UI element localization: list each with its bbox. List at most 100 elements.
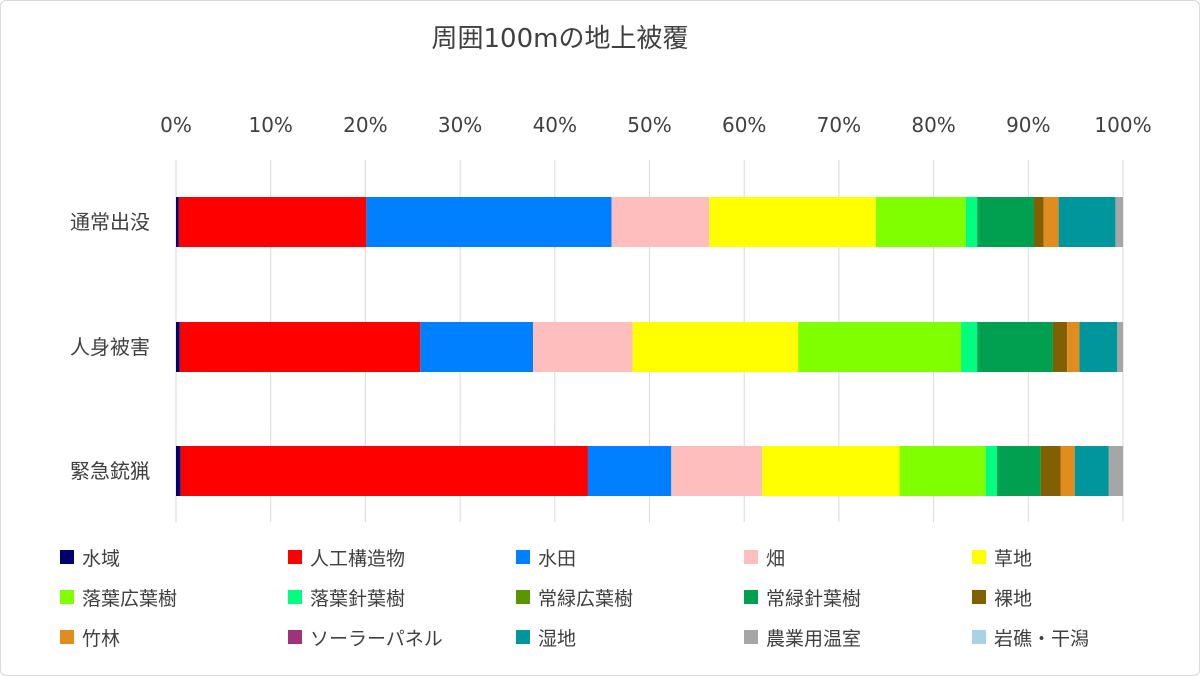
legend-label: 裸地	[994, 587, 1033, 610]
legend-swatch	[744, 590, 758, 604]
legend-swatch	[744, 630, 758, 644]
bar-segment	[977, 197, 1034, 247]
x-tick-label: 40%	[533, 113, 577, 137]
x-tick-label: 70%	[817, 113, 861, 137]
legend-item: 岩礁・干潟	[972, 622, 1200, 652]
x-tick-label: 80%	[911, 113, 955, 137]
legend-label: 水域	[82, 547, 121, 570]
bar-group	[176, 197, 1123, 247]
bar-segment	[178, 197, 367, 247]
legend-swatch	[972, 630, 986, 644]
x-axis-tick-labels: 0% 10% 20% 30% 40% 50% 60% 70% 80% 90% 100%	[160, 113, 1151, 137]
bar-segment	[985, 446, 998, 496]
x-tick-label: 10%	[248, 113, 292, 137]
legend-label: 岩礁・干潟	[994, 627, 1090, 650]
bar-segment	[176, 446, 181, 496]
legend-item: 草地	[972, 542, 1200, 572]
bar-segment	[1117, 322, 1123, 372]
bar-segment	[1058, 197, 1116, 247]
legend-swatch	[972, 550, 986, 564]
bar-segment	[1060, 446, 1075, 496]
bar-segment	[1067, 322, 1080, 372]
legend-item: 落葉広葉樹	[60, 582, 288, 612]
bar-segment	[1108, 446, 1123, 496]
legend-label: 常緑広葉樹	[538, 587, 634, 610]
legend-item: 水域	[60, 542, 288, 572]
legend-swatch	[516, 550, 530, 564]
bar-segment	[366, 197, 612, 247]
bar-segment	[1043, 197, 1059, 247]
legend-swatch	[516, 630, 530, 644]
legend-label: 草地	[994, 547, 1033, 570]
chart-title: 周囲100mの地上被覆	[431, 24, 689, 54]
legend-label: 落葉広葉樹	[82, 587, 178, 610]
bar-segment	[1074, 446, 1109, 496]
bar-segment	[977, 322, 1053, 372]
legend-swatch	[744, 550, 758, 564]
legend: 水域 人工構造物 水田 畑 草地落葉広葉樹 落葉針葉樹 常緑広葉樹 常緑針葉樹 裸地竹林 ソーラー…	[60, 542, 1180, 652]
bar-segment	[176, 322, 180, 372]
x-tick-label: 20%	[343, 113, 387, 137]
legend-item: 水田	[516, 542, 744, 572]
bar-segment	[997, 446, 1041, 496]
legend-swatch	[60, 630, 74, 644]
legend-swatch	[288, 590, 302, 604]
bar-segment	[611, 197, 710, 247]
x-tick-label: 30%	[438, 113, 482, 137]
legend-label: 水田	[538, 547, 577, 570]
x-tick-label: 50%	[627, 113, 671, 137]
bar-segment	[632, 322, 799, 372]
legend-item: 湿地	[516, 622, 744, 652]
bar-segment	[899, 446, 986, 496]
x-tick-label: 60%	[722, 113, 766, 137]
bar-segment	[965, 197, 978, 247]
legend-item: 人工構造物	[288, 542, 516, 572]
legend-item: 裸地	[972, 582, 1200, 612]
legend-label: 落葉針葉樹	[310, 587, 406, 610]
bar-segment	[420, 322, 534, 372]
bar-segment	[180, 446, 588, 496]
legend-item: 常緑針葉樹	[744, 582, 972, 612]
category-label: 人身被害	[70, 335, 150, 359]
legend-label: 常緑針葉樹	[766, 587, 862, 610]
legend-label: 竹林	[82, 627, 121, 650]
category-label: 緊急銃猟	[70, 459, 150, 483]
bar-segment	[1115, 197, 1123, 247]
bar-group	[176, 446, 1123, 496]
legend-swatch	[60, 550, 74, 564]
legend-item: 畑	[744, 542, 972, 572]
bar-segment	[179, 322, 421, 372]
stacked-bars	[176, 197, 1123, 496]
legend-label: 人工構造物	[310, 547, 406, 570]
bar-segment	[1052, 322, 1068, 372]
bar-segment	[961, 322, 978, 372]
legend-label: ソーラーパネル	[310, 627, 443, 650]
legend-swatch	[288, 630, 302, 644]
legend-item: 落葉針葉樹	[288, 582, 516, 612]
legend-swatch	[288, 550, 302, 564]
category-label: 通常出没	[70, 210, 150, 234]
legend-item: ソーラーパネル	[288, 622, 516, 652]
bar-segment	[762, 446, 900, 496]
legend-label: 農業用温室	[766, 627, 862, 650]
legend-swatch	[60, 590, 74, 604]
bar-segment	[1040, 446, 1061, 496]
bar-segment	[176, 197, 179, 247]
bar-segment	[1079, 322, 1118, 372]
bar-group	[176, 322, 1123, 372]
x-tick-label: 90%	[1006, 113, 1050, 137]
bar-segment	[533, 322, 633, 372]
bar-segment	[709, 197, 876, 247]
legend-label: 畑	[766, 547, 786, 570]
legend-item: 竹林	[60, 622, 288, 652]
legend-swatch	[516, 590, 530, 604]
bar-segment	[587, 446, 672, 496]
bar-segment	[671, 446, 763, 496]
bar-segment	[1033, 197, 1044, 247]
x-tick-label: 0%	[160, 113, 192, 137]
x-tick-label: 100%	[1094, 113, 1151, 137]
legend-swatch	[972, 590, 986, 604]
legend-item: 農業用温室	[744, 622, 972, 652]
